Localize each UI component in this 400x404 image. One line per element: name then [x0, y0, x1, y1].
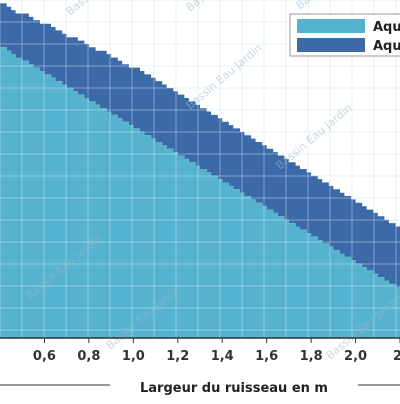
x-axis-label: Largeur du ruisseau en m [140, 381, 328, 396]
watermark-text: Bassin Eau Jardin [294, 0, 375, 12]
series-area-1 [0, 47, 400, 339]
x-tick-label: 1,2 [166, 349, 189, 364]
legend: Aqu Aqu [289, 13, 400, 57]
x-tick-label: 0,6 [33, 349, 56, 364]
watermark-text: Bassin Eau Jardin [184, 0, 265, 14]
x-axis: 0,6 0,8 1,0 1,2 1,4 1,6 1,8 2,0 2, [0, 337, 400, 386]
x-tick-label: 1,4 [211, 349, 234, 364]
legend-label-series-1: Aqu [373, 20, 400, 35]
x-tick-label: 1,6 [255, 349, 278, 364]
x-tick-label: 1,8 [300, 349, 323, 364]
x-tick-label: 2,0 [344, 349, 367, 364]
legend-swatch-series-2 [297, 38, 365, 52]
watermark-text: Bassin Eau Jardin [184, 41, 265, 112]
series-area-2 [0, 3, 400, 291]
legend-swatch-series-1 [297, 19, 365, 33]
legend-label-series-2: Aqu [373, 39, 400, 54]
x-tick-label: 0,8 [77, 349, 100, 364]
x-tick-label: 2, [393, 349, 400, 364]
x-tick-label: 1,0 [122, 349, 145, 364]
series-layer [0, 3, 400, 339]
